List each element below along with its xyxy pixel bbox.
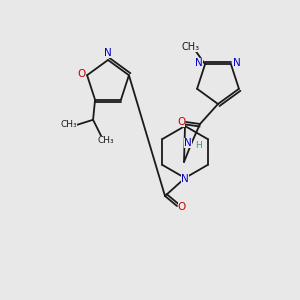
Text: N: N	[195, 58, 203, 68]
Text: CH₃: CH₃	[61, 120, 77, 129]
Text: O: O	[178, 202, 186, 212]
Text: N: N	[184, 138, 192, 148]
Text: N: N	[181, 174, 189, 184]
Text: O: O	[177, 117, 185, 127]
Text: N: N	[233, 58, 241, 68]
Text: O: O	[77, 69, 85, 79]
Text: N: N	[104, 48, 112, 58]
Text: CH₃: CH₃	[98, 136, 114, 145]
Text: CH₃: CH₃	[181, 42, 199, 52]
Text: H: H	[196, 140, 202, 149]
